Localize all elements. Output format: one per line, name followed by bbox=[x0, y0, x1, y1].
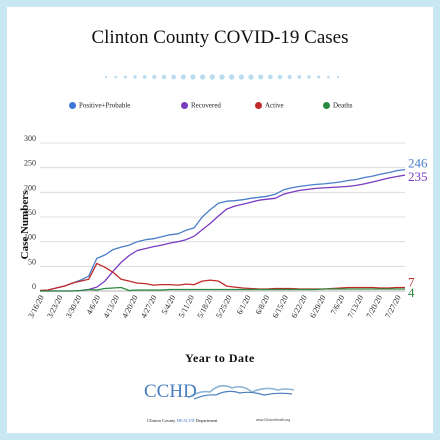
end-value-label: 246 bbox=[408, 156, 428, 171]
x-tick-label: 6/29/20 bbox=[308, 294, 327, 320]
chart-card: Clinton County COVID-19 Cases Positive+P… bbox=[7, 7, 433, 433]
y-tick-label: 300 bbox=[24, 134, 36, 143]
end-value-label: 7 bbox=[408, 275, 415, 290]
x-tick-label: 4/13/20 bbox=[102, 294, 121, 320]
decorative-dot bbox=[114, 75, 117, 79]
decorative-dot bbox=[327, 75, 330, 79]
x-tick-label: 5/25/20 bbox=[214, 294, 233, 320]
x-tick-label: 5/4/20 bbox=[160, 294, 178, 316]
x-tick-label: 7/6/20 bbox=[329, 294, 347, 316]
logo-wordmark: CCHD bbox=[144, 381, 197, 402]
y-tick-label: 250 bbox=[24, 159, 36, 168]
decorative-dot bbox=[307, 75, 311, 79]
decorative-dot bbox=[287, 74, 292, 80]
x-tick-label: 4/20/20 bbox=[120, 294, 139, 320]
x-tick-label: 3/30/20 bbox=[64, 294, 83, 320]
x-tick-label: 6/8/20 bbox=[254, 294, 272, 316]
x-tick-label: 7/13/20 bbox=[346, 294, 365, 320]
legend-item: Active bbox=[255, 101, 284, 109]
decorative-dot bbox=[209, 74, 216, 80]
x-tick-label: 4/27/20 bbox=[139, 294, 158, 320]
chart-title: Clinton County COVID-19 Cases bbox=[91, 27, 349, 48]
decorative-dot bbox=[152, 74, 157, 80]
legend-swatch bbox=[181, 101, 188, 109]
decorative-dot bbox=[219, 74, 225, 80]
x-tick-label: 6/22/20 bbox=[289, 294, 308, 320]
decorative-dot bbox=[238, 74, 244, 80]
end-value-label: 235 bbox=[408, 169, 428, 184]
decorative-dots bbox=[104, 74, 340, 80]
decorative-dot bbox=[171, 74, 177, 80]
y-tick-label: 150 bbox=[24, 208, 36, 217]
legend-swatch bbox=[255, 101, 262, 109]
active-line bbox=[39, 262, 405, 292]
legend-item: Deaths bbox=[323, 101, 352, 109]
decorative-dot bbox=[200, 74, 206, 80]
decorative-dot bbox=[133, 75, 137, 79]
y-tick-label: 0 bbox=[32, 282, 36, 291]
y-tick-label: 50 bbox=[28, 257, 36, 266]
logo-subtitle: Clinton County HEALTH Department bbox=[147, 418, 218, 423]
legend-swatch bbox=[69, 101, 76, 109]
x-tick-label: 7/27/20 bbox=[383, 294, 402, 320]
y-axis-title: Case Numbers bbox=[19, 190, 31, 259]
decorative-dot bbox=[317, 75, 321, 79]
legend-swatch bbox=[323, 101, 330, 109]
decorative-dot bbox=[190, 74, 196, 80]
decorative-dot bbox=[228, 74, 235, 80]
recovered-line bbox=[40, 174, 406, 292]
x-tick-label: 5/18/20 bbox=[195, 294, 214, 320]
decorative-dot bbox=[258, 74, 264, 80]
decorative-dot bbox=[180, 74, 186, 80]
decorative-dot bbox=[161, 74, 167, 80]
x-tick-label: 3/23/20 bbox=[45, 294, 64, 320]
deaths-line bbox=[40, 286, 405, 292]
y-tick-label: 200 bbox=[24, 183, 36, 192]
legend-label: Active bbox=[265, 101, 284, 110]
decorative-dot bbox=[336, 75, 340, 79]
decorative-dot bbox=[104, 75, 108, 79]
decorative-dot bbox=[123, 75, 127, 79]
x-tick-label: 5/11/20 bbox=[177, 294, 196, 320]
x-tick-label: 6/15/20 bbox=[271, 294, 290, 320]
decorative-dot bbox=[142, 75, 147, 79]
logo-website: www.ClintonHealth.org bbox=[256, 418, 291, 422]
x-axis-title: Year to Date bbox=[185, 351, 255, 365]
x-tick-label: 6/1/20 bbox=[235, 294, 253, 316]
x-tick-label: 3/16/20 bbox=[26, 294, 45, 320]
decorative-dot bbox=[267, 74, 273, 80]
x-tick-label: 7/20/20 bbox=[365, 294, 384, 320]
legend-label: Positive+Probable bbox=[79, 101, 131, 110]
legend-item: Recovered bbox=[181, 101, 221, 109]
y-tick-label: 100 bbox=[24, 233, 36, 242]
decorative-dot bbox=[297, 75, 302, 79]
decorative-dot bbox=[277, 74, 283, 80]
legend-label: Recovered bbox=[191, 101, 221, 110]
line-chart: 0 50 100 150 200 250 300 Case Numbers 3/16/20 3/2… bbox=[19, 134, 428, 320]
positive-probable-line bbox=[39, 168, 406, 292]
cchd-logo: CCHD Clinton County HEALTH Department ww… bbox=[140, 380, 300, 430]
mountains-icon bbox=[187, 384, 295, 400]
legend-item: Positive+Probable bbox=[69, 101, 130, 109]
legend-label: Deaths bbox=[333, 101, 353, 110]
decorative-dot bbox=[248, 74, 254, 80]
x-tick-label: 4/6/20 bbox=[85, 294, 103, 316]
end-value-label: 4 bbox=[408, 285, 415, 300]
